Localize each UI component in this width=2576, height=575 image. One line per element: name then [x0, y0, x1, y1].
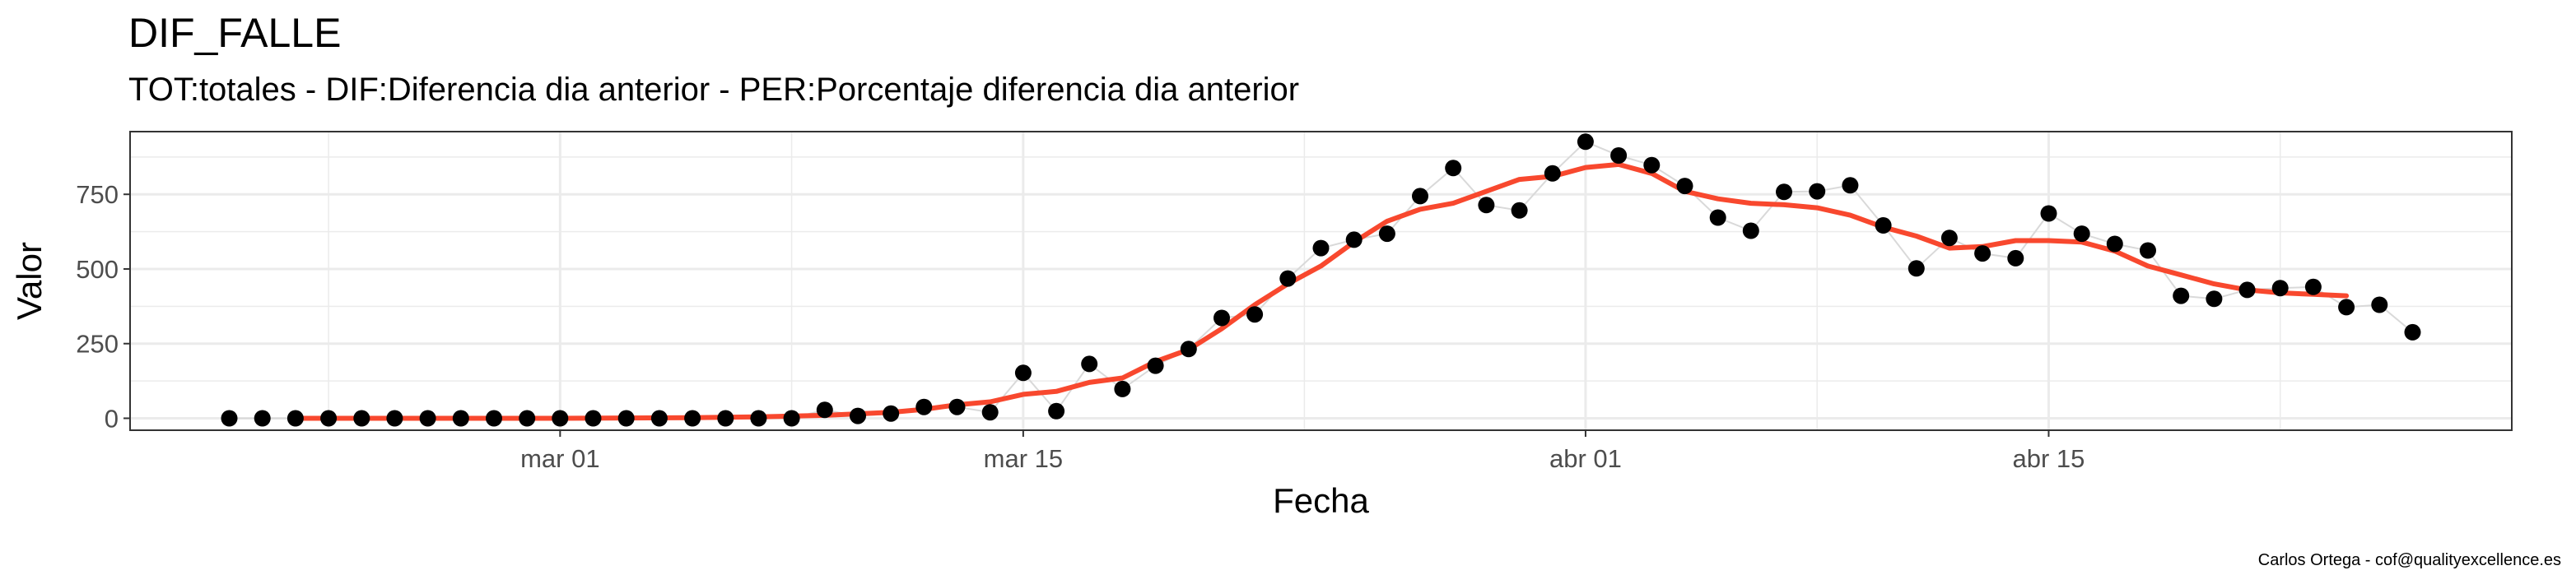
data-point	[617, 410, 635, 427]
data-point	[320, 410, 338, 427]
data-point	[2371, 296, 2388, 313]
chart-title: DIF_FALLE	[128, 10, 342, 56]
data-point	[1709, 209, 1726, 226]
data-point	[221, 410, 238, 427]
data-point	[1114, 380, 1131, 397]
panel-border	[129, 131, 2513, 431]
data-point	[1213, 309, 1230, 327]
data-point	[650, 410, 668, 427]
data-point	[1940, 230, 1958, 247]
data-point	[816, 401, 833, 419]
data-point	[684, 410, 701, 427]
data-point	[1776, 183, 1792, 201]
data-point	[2338, 299, 2355, 316]
data-point	[1908, 260, 1925, 277]
x-tick-label: abr 15	[2013, 444, 2085, 473]
data-point	[1378, 225, 1395, 243]
x-axis-title: Fecha	[1273, 481, 1369, 520]
data-point	[948, 398, 966, 415]
chart-subtitle: TOT:totales - DIF:Diferencia dia anterio…	[128, 72, 1300, 108]
data-point	[552, 410, 569, 427]
data-point	[1014, 364, 1032, 382]
data-point	[254, 410, 271, 427]
data-point	[1511, 202, 1528, 219]
smooth-line-layer	[292, 161, 2350, 421]
data-point	[585, 410, 602, 427]
point-connector-line	[229, 141, 2414, 420]
chart-caption: Carlos Ortega - cof@qualityexcellence.es	[2257, 551, 2561, 569]
data-point	[750, 410, 767, 427]
data-point	[1875, 217, 1892, 234]
data-point	[717, 410, 734, 427]
minor-gridlines	[130, 132, 2512, 430]
data-point	[1412, 188, 1428, 205]
data-point	[2106, 235, 2123, 253]
data-point	[1676, 178, 1693, 195]
y-tick-label: 500	[76, 255, 119, 284]
data-point	[1081, 355, 1098, 373]
data-point	[2073, 225, 2090, 243]
data-point	[353, 410, 370, 427]
data-point	[2007, 249, 2024, 267]
y-axis: 0 250 500 750	[76, 180, 130, 433]
data-point	[2238, 281, 2256, 299]
data-point	[783, 410, 800, 427]
y-tick-label: 250	[76, 330, 119, 359]
data-point	[452, 410, 469, 427]
y-tick-label: 750	[76, 180, 119, 209]
y-axis-title: Valor	[10, 242, 49, 320]
data-point	[981, 404, 999, 421]
data-point	[2173, 287, 2190, 304]
data-point	[1544, 165, 1561, 182]
data-point	[1842, 177, 1859, 194]
data-point	[1445, 160, 1462, 177]
major-gridlines	[130, 132, 2512, 430]
data-point	[1312, 239, 1330, 257]
data-point	[1610, 147, 1628, 164]
data-point	[1147, 357, 1164, 374]
data-points-layer	[221, 133, 2421, 427]
x-tick-label: abr 01	[1549, 444, 1622, 473]
data-point	[2206, 290, 2223, 308]
data-point	[850, 407, 866, 424]
data-point	[386, 410, 403, 427]
data-point	[1974, 245, 1991, 262]
x-tick-label: mar 15	[984, 444, 1063, 473]
data-point	[883, 405, 900, 422]
data-point	[1246, 306, 1264, 323]
data-point	[2140, 242, 2156, 259]
data-point	[2271, 280, 2289, 297]
data-point	[486, 410, 502, 427]
smooth-trend-line	[292, 161, 2350, 421]
x-axis: mar 01 mar 15 abr 01 abr 15	[520, 430, 2085, 473]
point-connector-layer	[229, 141, 2414, 420]
data-point	[1809, 183, 1826, 200]
data-point	[1180, 341, 1197, 358]
data-point	[1279, 270, 1297, 287]
y-tick-label: 0	[105, 404, 119, 433]
data-point	[1478, 197, 1495, 214]
data-point	[1345, 231, 1363, 248]
data-point	[1742, 222, 1759, 239]
data-point	[519, 410, 536, 427]
data-point	[915, 398, 933, 415]
data-point	[2040, 205, 2057, 222]
data-point	[419, 410, 436, 427]
data-point	[1577, 133, 1594, 151]
data-point	[1643, 156, 1661, 174]
x-tick-label: mar 01	[520, 444, 599, 473]
data-point	[1048, 402, 1065, 420]
data-point	[286, 410, 304, 427]
data-point	[2304, 278, 2322, 295]
data-point	[2404, 323, 2421, 341]
